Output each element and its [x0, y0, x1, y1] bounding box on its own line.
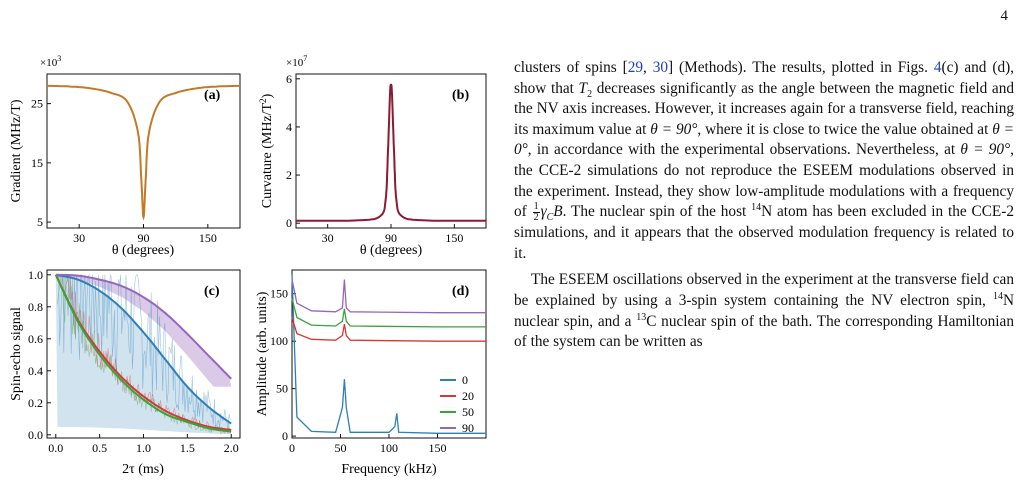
y-tick-label: 0.8 — [28, 300, 43, 314]
y-tick-label: 0.0 — [28, 428, 43, 442]
y-tick-label: 5 — [37, 215, 43, 229]
legend-label-20: 20 — [462, 389, 474, 403]
citation-30[interactable]: 30 — [652, 59, 669, 76]
y-tick-label: 0.6 — [28, 332, 43, 346]
panel-a-ylabel: Gradient (MHz/T) — [9, 99, 24, 202]
panel-a-xlabel: θ (degrees) — [112, 243, 175, 258]
x-tick-label: 100 — [380, 441, 398, 455]
panel-a-multiplier: ×103 — [40, 54, 61, 69]
panel-c-ylabel: Spin-echo signal — [9, 307, 24, 401]
y-tick-label: 0.2 — [28, 396, 43, 410]
y-tick-label: 0.4 — [28, 364, 43, 378]
gradient-curve — [46, 84, 241, 221]
panel-d-label: (d) — [452, 284, 469, 299]
y-tick-label: 0 — [286, 216, 292, 230]
x-tick-label: 150 — [199, 231, 217, 245]
panel-b-ylabel: Curvature (MHz/T2) — [258, 93, 275, 208]
spectrum-20 — [291, 317, 486, 342]
page-number: 4 — [1000, 8, 1009, 24]
spin-echo-fit-90 — [55, 273, 232, 380]
legend-label-50: 50 — [462, 405, 474, 419]
spectrum-90 — [291, 279, 486, 314]
noise-line-0 — [57, 273, 231, 430]
y-tick-label: 4 — [286, 120, 292, 134]
figure-4: ×103 (a) Gradient (MHz/T) θ (degrees) 30… — [9, 54, 487, 477]
y-tick-label: 150 — [270, 287, 288, 301]
x-tick-label: 1.0 — [136, 441, 151, 455]
paragraph-1: clusters of spins [29, 30] (Methods). Th… — [514, 59, 1015, 262]
y-tick-label: 2 — [286, 168, 292, 182]
x-tick-label: 90 — [138, 231, 150, 245]
legend-label-90: 90 — [462, 421, 474, 435]
x-tick-label: 30 — [322, 231, 334, 245]
x-tick-label: 0.5 — [92, 441, 107, 455]
panel-b: ×107 (b) Curvature (MHz/T2) θ (degrees) … — [258, 54, 487, 258]
y-tick-label: 15 — [31, 156, 43, 170]
x-tick-label: 30 — [73, 231, 85, 245]
panel-b-multiplier: ×107 — [286, 54, 307, 69]
curvature-curve — [296, 83, 486, 222]
body-text: clusters of spins [29, 30] (Methods). Th… — [514, 58, 1014, 353]
x-tick-label: 1.5 — [180, 441, 195, 455]
panel-c-xlabel: 2τ (ms) — [122, 462, 164, 477]
citation-29[interactable]: 29 — [627, 59, 644, 76]
x-tick-label: 90 — [385, 231, 397, 245]
figure-ref-4[interactable]: 4 — [933, 59, 942, 76]
y-tick-label: 50 — [276, 382, 288, 396]
y-tick-label: 25 — [31, 97, 43, 111]
panel-c: (c) Spin-echo signal 2τ (ms) 0.0 0.5 1.0 1.… — [9, 268, 241, 477]
x-tick-label: 50 — [335, 441, 347, 455]
panel-d-legend: 0 20 50 90 — [440, 373, 474, 435]
spin-echo-fit-0 — [55, 273, 232, 425]
paragraph-2: The ESEEM oscillations observed in the e… — [514, 271, 1014, 351]
panel-a-label: (a) — [204, 88, 221, 103]
y-tick-label: 6 — [286, 72, 292, 86]
x-tick-label: 0 — [289, 441, 295, 455]
panel-d-ylabel: Amplitude (arb. units) — [255, 291, 270, 416]
panel-b-label: (b) — [452, 88, 469, 103]
y-tick-label: 0 — [282, 429, 288, 443]
spin-echo-fit-50 — [54, 274, 232, 433]
y-tick-label: 100 — [270, 334, 288, 348]
panel-c-label: (c) — [204, 284, 220, 299]
noise-band-0 — [55, 274, 232, 435]
panel-b-xlabel: θ (degrees) — [360, 243, 423, 258]
x-tick-label: 150 — [445, 231, 463, 245]
panel-d-xlabel: Frequency (kHz) — [341, 462, 437, 477]
legend-label-0: 0 — [462, 373, 468, 387]
spectrum-0 — [291, 274, 486, 434]
panel-a: ×103 (a) Gradient (MHz/T) θ (degrees) 30… — [9, 54, 241, 258]
x-tick-label: 2.0 — [224, 441, 239, 455]
panel-d: (d) Amplitude (arb. units) Frequency (kH… — [255, 269, 487, 477]
spin-echo-fit-20 — [54, 274, 232, 431]
spectrum-50 — [291, 298, 486, 328]
x-tick-label: 0.0 — [48, 441, 63, 455]
y-tick-label: 1.0 — [28, 268, 43, 282]
x-tick-label: 150 — [429, 441, 447, 455]
